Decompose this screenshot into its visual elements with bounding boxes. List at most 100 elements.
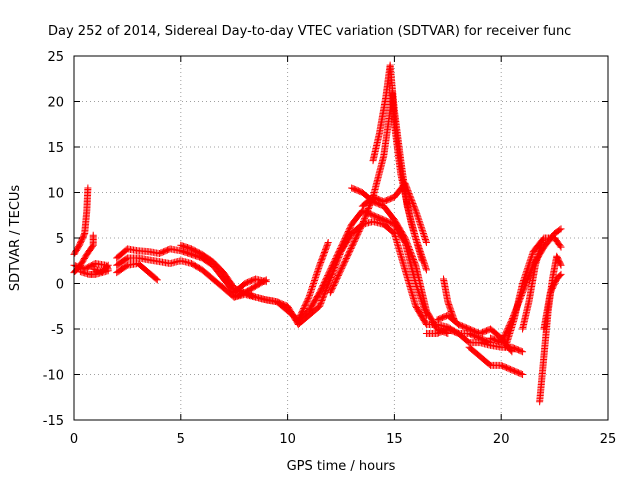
data-series-track-22: [501, 234, 565, 351]
x-axis-label: GPS time / hours: [287, 459, 396, 474]
data-point-marker: [357, 223, 365, 231]
data-point-marker: [331, 279, 339, 287]
data-point-marker: [404, 243, 412, 251]
data-point-marker: [336, 246, 344, 254]
data-point-marker: [416, 248, 424, 256]
data-point-marker: [334, 273, 342, 281]
data-point-marker: [324, 239, 332, 247]
data-point-marker: [341, 257, 349, 265]
data-point-marker: [312, 272, 320, 280]
data-point-marker: [417, 222, 425, 230]
data-point-marker: [329, 260, 337, 268]
data-point-marker: [407, 248, 415, 256]
data-point-marker: [104, 261, 112, 269]
data-point-marker: [519, 348, 527, 356]
data-point-marker: [330, 281, 338, 289]
data-point-marker: [312, 273, 320, 281]
data-series-track-15: [369, 61, 430, 274]
data-point-marker: [401, 179, 409, 187]
data-point-marker: [320, 291, 328, 299]
x-tick-label: 0: [70, 432, 78, 447]
data-point-marker: [310, 278, 318, 286]
data-point-marker: [319, 251, 327, 259]
y-tick-label: 20: [47, 96, 64, 111]
data-point-marker: [404, 187, 412, 195]
data-point-marker: [450, 316, 458, 324]
data-point-marker: [337, 266, 345, 274]
data-point-marker: [318, 254, 326, 262]
data-point-marker: [408, 253, 416, 261]
data-point-marker: [322, 286, 330, 294]
x-tick-label: 15: [386, 432, 403, 447]
data-point-marker: [298, 309, 306, 317]
data-point-marker: [406, 247, 414, 255]
data-point-marker: [404, 188, 412, 196]
data-point-marker: [298, 307, 306, 315]
data-point-marker: [353, 232, 361, 240]
data-point-marker: [317, 298, 325, 306]
data-point-marker: [328, 284, 336, 292]
data-point-marker: [302, 299, 310, 307]
y-tick-label: 25: [47, 50, 64, 65]
data-point-marker: [325, 279, 333, 287]
data-point-marker: [361, 215, 369, 223]
data-point-marker: [419, 229, 427, 237]
data-point-marker: [352, 235, 360, 243]
data-series-track-18: [440, 275, 458, 324]
data-point-marker: [334, 250, 342, 258]
data-point-marker: [412, 208, 420, 216]
data-point-marker: [342, 232, 350, 240]
data-point-marker: [556, 226, 564, 234]
data-point-marker: [153, 276, 161, 284]
data-point-marker: [336, 245, 344, 253]
data-point-marker: [322, 246, 330, 254]
data-point-marker: [320, 249, 328, 257]
data-point-marker: [332, 253, 340, 261]
data-point-marker: [320, 250, 328, 258]
data-point-marker: [295, 314, 303, 322]
data-point-marker: [322, 244, 330, 252]
data-point-marker: [339, 239, 347, 247]
data-point-marker: [405, 244, 413, 252]
data-point-marker: [333, 252, 341, 260]
data-point-marker: [309, 283, 317, 291]
data-point-marker: [296, 312, 304, 320]
data-point-marker: [344, 252, 352, 260]
data-point-marker: [334, 272, 342, 280]
data-point-marker: [321, 288, 329, 296]
data-point-marker: [557, 261, 565, 269]
data-point-marker: [346, 223, 354, 231]
data-point-marker: [407, 250, 415, 258]
data-series-track-11: [230, 275, 270, 297]
data-point-marker: [418, 225, 426, 233]
data-point-marker: [330, 259, 338, 267]
x-tick-label: 10: [279, 432, 296, 447]
data-series-track-25: [540, 270, 565, 333]
data-point-marker: [315, 264, 323, 272]
data-point-marker: [525, 261, 533, 269]
data-point-marker: [421, 236, 429, 244]
data-point-marker: [413, 211, 421, 219]
data-point-marker: [528, 252, 536, 260]
y-tick-label: -10: [43, 369, 64, 384]
data-point-marker: [412, 234, 420, 242]
data-point-marker: [363, 209, 371, 217]
data-point-marker: [501, 330, 509, 338]
data-point-marker: [408, 197, 416, 205]
data-point-marker: [313, 269, 321, 277]
data-point-marker: [327, 287, 335, 295]
data-point-marker: [317, 299, 325, 307]
data-point-marker: [321, 277, 329, 285]
data-point-marker: [309, 281, 317, 289]
data-point-marker: [420, 231, 428, 239]
data-point-marker: [314, 267, 322, 275]
data-point-marker: [302, 300, 310, 308]
data-point-marker: [303, 297, 311, 305]
data-series-track-2: [70, 184, 92, 258]
data-point-marker: [325, 269, 333, 277]
data-point-marker: [362, 212, 370, 220]
data-point-marker: [325, 278, 333, 286]
data-point-marker: [354, 229, 362, 237]
data-point-marker: [304, 296, 312, 304]
